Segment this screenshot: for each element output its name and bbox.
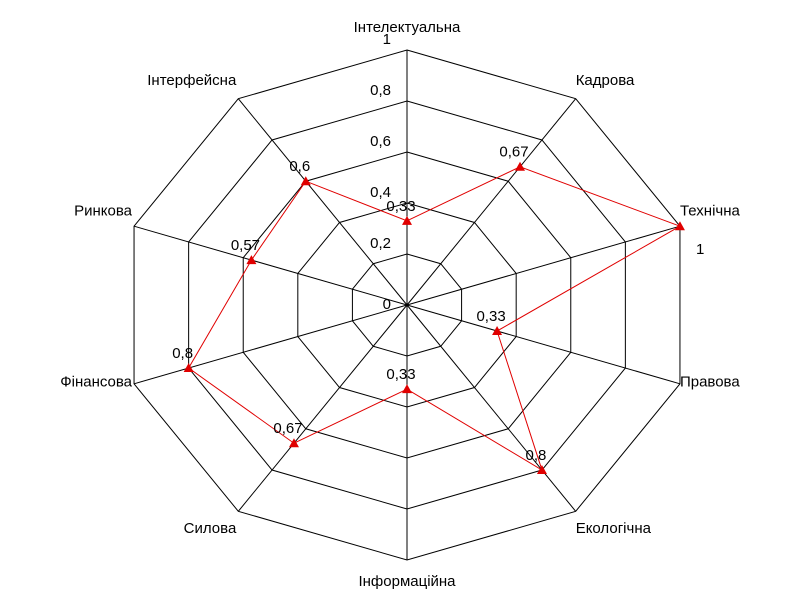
axis-spoke [237, 98, 408, 306]
r-tick-label: 0,6 [370, 133, 391, 150]
data-marker [288, 438, 299, 448]
category-label: Інформаційна [358, 573, 456, 590]
category-label: Ринкова [74, 202, 133, 219]
data-label: 0,57 [231, 237, 260, 254]
axis-spoke [406, 304, 681, 385]
category-label: Силова [184, 520, 237, 537]
data-marker [183, 363, 194, 373]
category-label: Правова [680, 374, 740, 391]
axis-spoke [406, 225, 681, 306]
axis-spoke [133, 225, 408, 306]
data-label: 0,33 [476, 308, 505, 325]
category-label: Інтерфейсна [147, 72, 237, 89]
category-label: Фінансова [60, 374, 132, 391]
data-marker [515, 161, 526, 171]
data-label: 0,8 [526, 447, 547, 464]
category-label: Інтелектуальна [354, 19, 461, 36]
data-line [187, 166, 682, 472]
data-label: 1 [696, 241, 704, 258]
r-tick-label: 0,4 [370, 184, 391, 201]
data-marker [536, 465, 547, 475]
data-label: 0,6 [289, 158, 310, 175]
r-tick-label: 1 [383, 31, 391, 48]
data-label: 0,33 [386, 198, 415, 215]
data-marker [246, 255, 257, 265]
r-tick-label: 0,2 [370, 235, 391, 252]
axis-spoke [406, 98, 577, 306]
data-label: 0,67 [499, 144, 528, 161]
r-tick-label: 0 [383, 296, 391, 313]
data-marker [492, 326, 503, 336]
data-label: 0,8 [172, 345, 193, 362]
category-label: Кадрова [576, 72, 635, 89]
axis-spoke [237, 304, 408, 512]
data-marker [300, 176, 311, 186]
data-marker [402, 384, 412, 394]
data-marker [674, 221, 685, 231]
r-tick-label: 0,8 [370, 82, 391, 99]
category-label: Технічна [680, 202, 741, 219]
data-label: 0,33 [386, 366, 415, 383]
data-marker [402, 215, 412, 225]
axis-spoke [133, 304, 408, 385]
data-label: 0,67 [273, 420, 302, 437]
axis-spoke [406, 304, 577, 512]
category-label: Екологічна [576, 520, 652, 537]
